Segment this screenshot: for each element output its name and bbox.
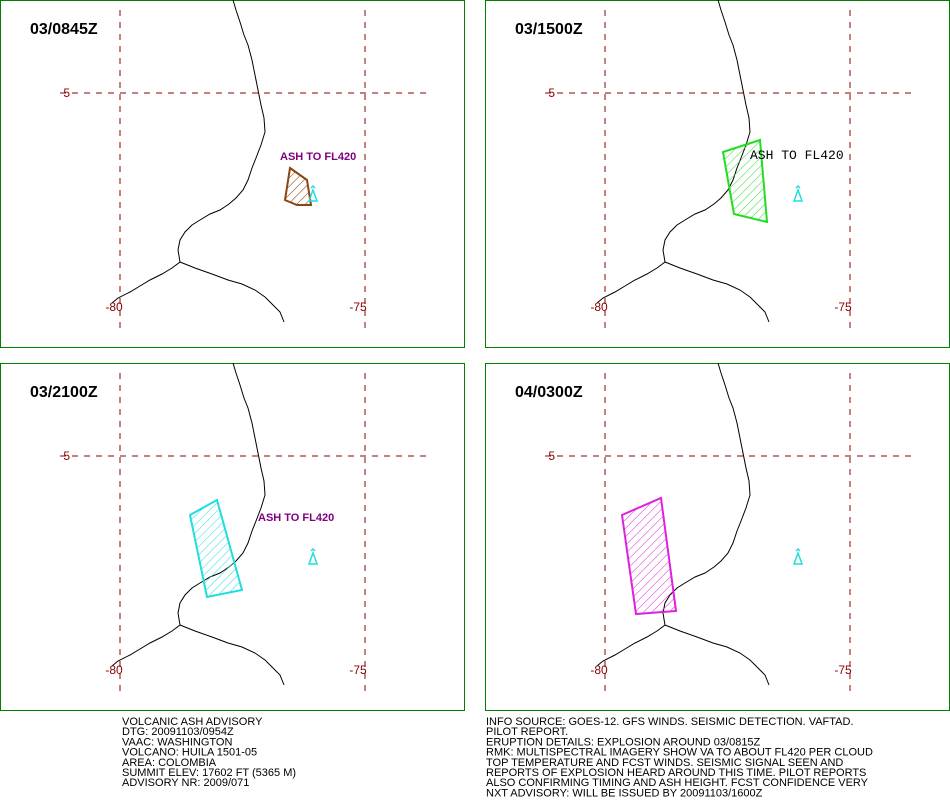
advisory-text: TOP TEMPERATURE AND FCST WINDS. SEISMIC …	[486, 757, 843, 769]
panel-time: 03/1500Z	[515, 21, 583, 38]
advisory-text: SUMMIT ELEV: 17602 FT (5365 M)	[122, 767, 296, 779]
coastline	[596, 0, 751, 304]
border-line	[664, 261, 770, 323]
border-line	[179, 261, 285, 323]
coastline	[596, 362, 751, 667]
ash-label: ASH TO FL420	[750, 148, 844, 163]
advisory-text: NXT ADVISORY: WILL BE ISSUED BY 20091103…	[486, 787, 763, 799]
map-panel: 03/0845Z 5 -80 -75 ASH TO FL420	[0, 0, 465, 348]
ash-cloud	[721, 138, 769, 224]
ash-cloud	[620, 496, 678, 616]
lat-label: 5	[63, 449, 70, 463]
map-panel: 03/2100Z 5 -80 -75 ASH TO FL420	[0, 362, 465, 711]
advisory-text: VOLCANO: HUILA 1501-05	[122, 747, 257, 759]
volcano-icon	[307, 547, 319, 565]
lon-label: -75	[349, 663, 367, 677]
coastline	[111, 362, 266, 667]
panel-border	[0, 363, 465, 711]
panel-time: 03/2100Z	[30, 384, 98, 401]
ash-label: ASH TO FL420	[280, 151, 356, 163]
ash-cloud	[188, 498, 244, 599]
lon-label: -80	[105, 300, 123, 314]
advisory-text: VAAC: WASHINGTON	[122, 736, 232, 748]
map-panel: 04/0300Z 5 -80 -75	[485, 362, 950, 711]
advisory-text: AREA: COLOMBIA	[122, 757, 217, 769]
advisory-text: VOLCANIC ASH ADVISORY	[122, 716, 263, 728]
advisory-text: DTG: 20091103/0954Z	[122, 726, 234, 738]
volcano-icon	[792, 547, 804, 565]
panel-border	[485, 363, 950, 711]
coastline	[111, 0, 266, 304]
advisory-text: INFO SOURCE: GOES-12. GFS WINDS. SEISMIC…	[486, 716, 854, 728]
lat-label: 5	[63, 86, 70, 100]
lat-label: 5	[548, 449, 555, 463]
map-panel: 03/1500Z 5 -80 -75 ASH TO FL420	[485, 0, 950, 348]
advisory-text: RMK: MULTISPECTRAL IMAGERY SHOW VA TO AB…	[486, 747, 873, 759]
lon-label: -80	[590, 300, 608, 314]
advisory-text: REPORTS OF EXPLOSION HEARD AROUND THIS T…	[486, 767, 866, 779]
ash-cloud	[283, 166, 313, 206]
panel-border	[485, 0, 950, 348]
lon-label: -80	[105, 663, 123, 677]
panel-border	[0, 0, 465, 348]
advisory-text: ADVISORY NR: 2009/071	[122, 777, 249, 789]
lon-label: -75	[349, 300, 367, 314]
advisory-text: ALSO CONFIRMING TIMING AND ASH HEIGHT. F…	[486, 777, 869, 789]
panel-time: 03/0845Z	[30, 21, 98, 38]
ash-label: ASH TO FL420	[258, 512, 334, 524]
lon-label: -75	[834, 663, 852, 677]
volcano-icon	[792, 184, 804, 202]
border-line	[664, 624, 770, 686]
lat-label: 5	[548, 86, 555, 100]
border-line	[179, 624, 285, 686]
advisory-text: ERUPTION DETAILS: EXPLOSION AROUND 03/08…	[486, 736, 761, 748]
volcano-icon	[307, 184, 319, 202]
panel-time: 04/0300Z	[515, 384, 583, 401]
advisory-text: PILOT REPORT.	[486, 726, 568, 738]
lon-label: -80	[590, 663, 608, 677]
lon-label: -75	[834, 300, 852, 314]
